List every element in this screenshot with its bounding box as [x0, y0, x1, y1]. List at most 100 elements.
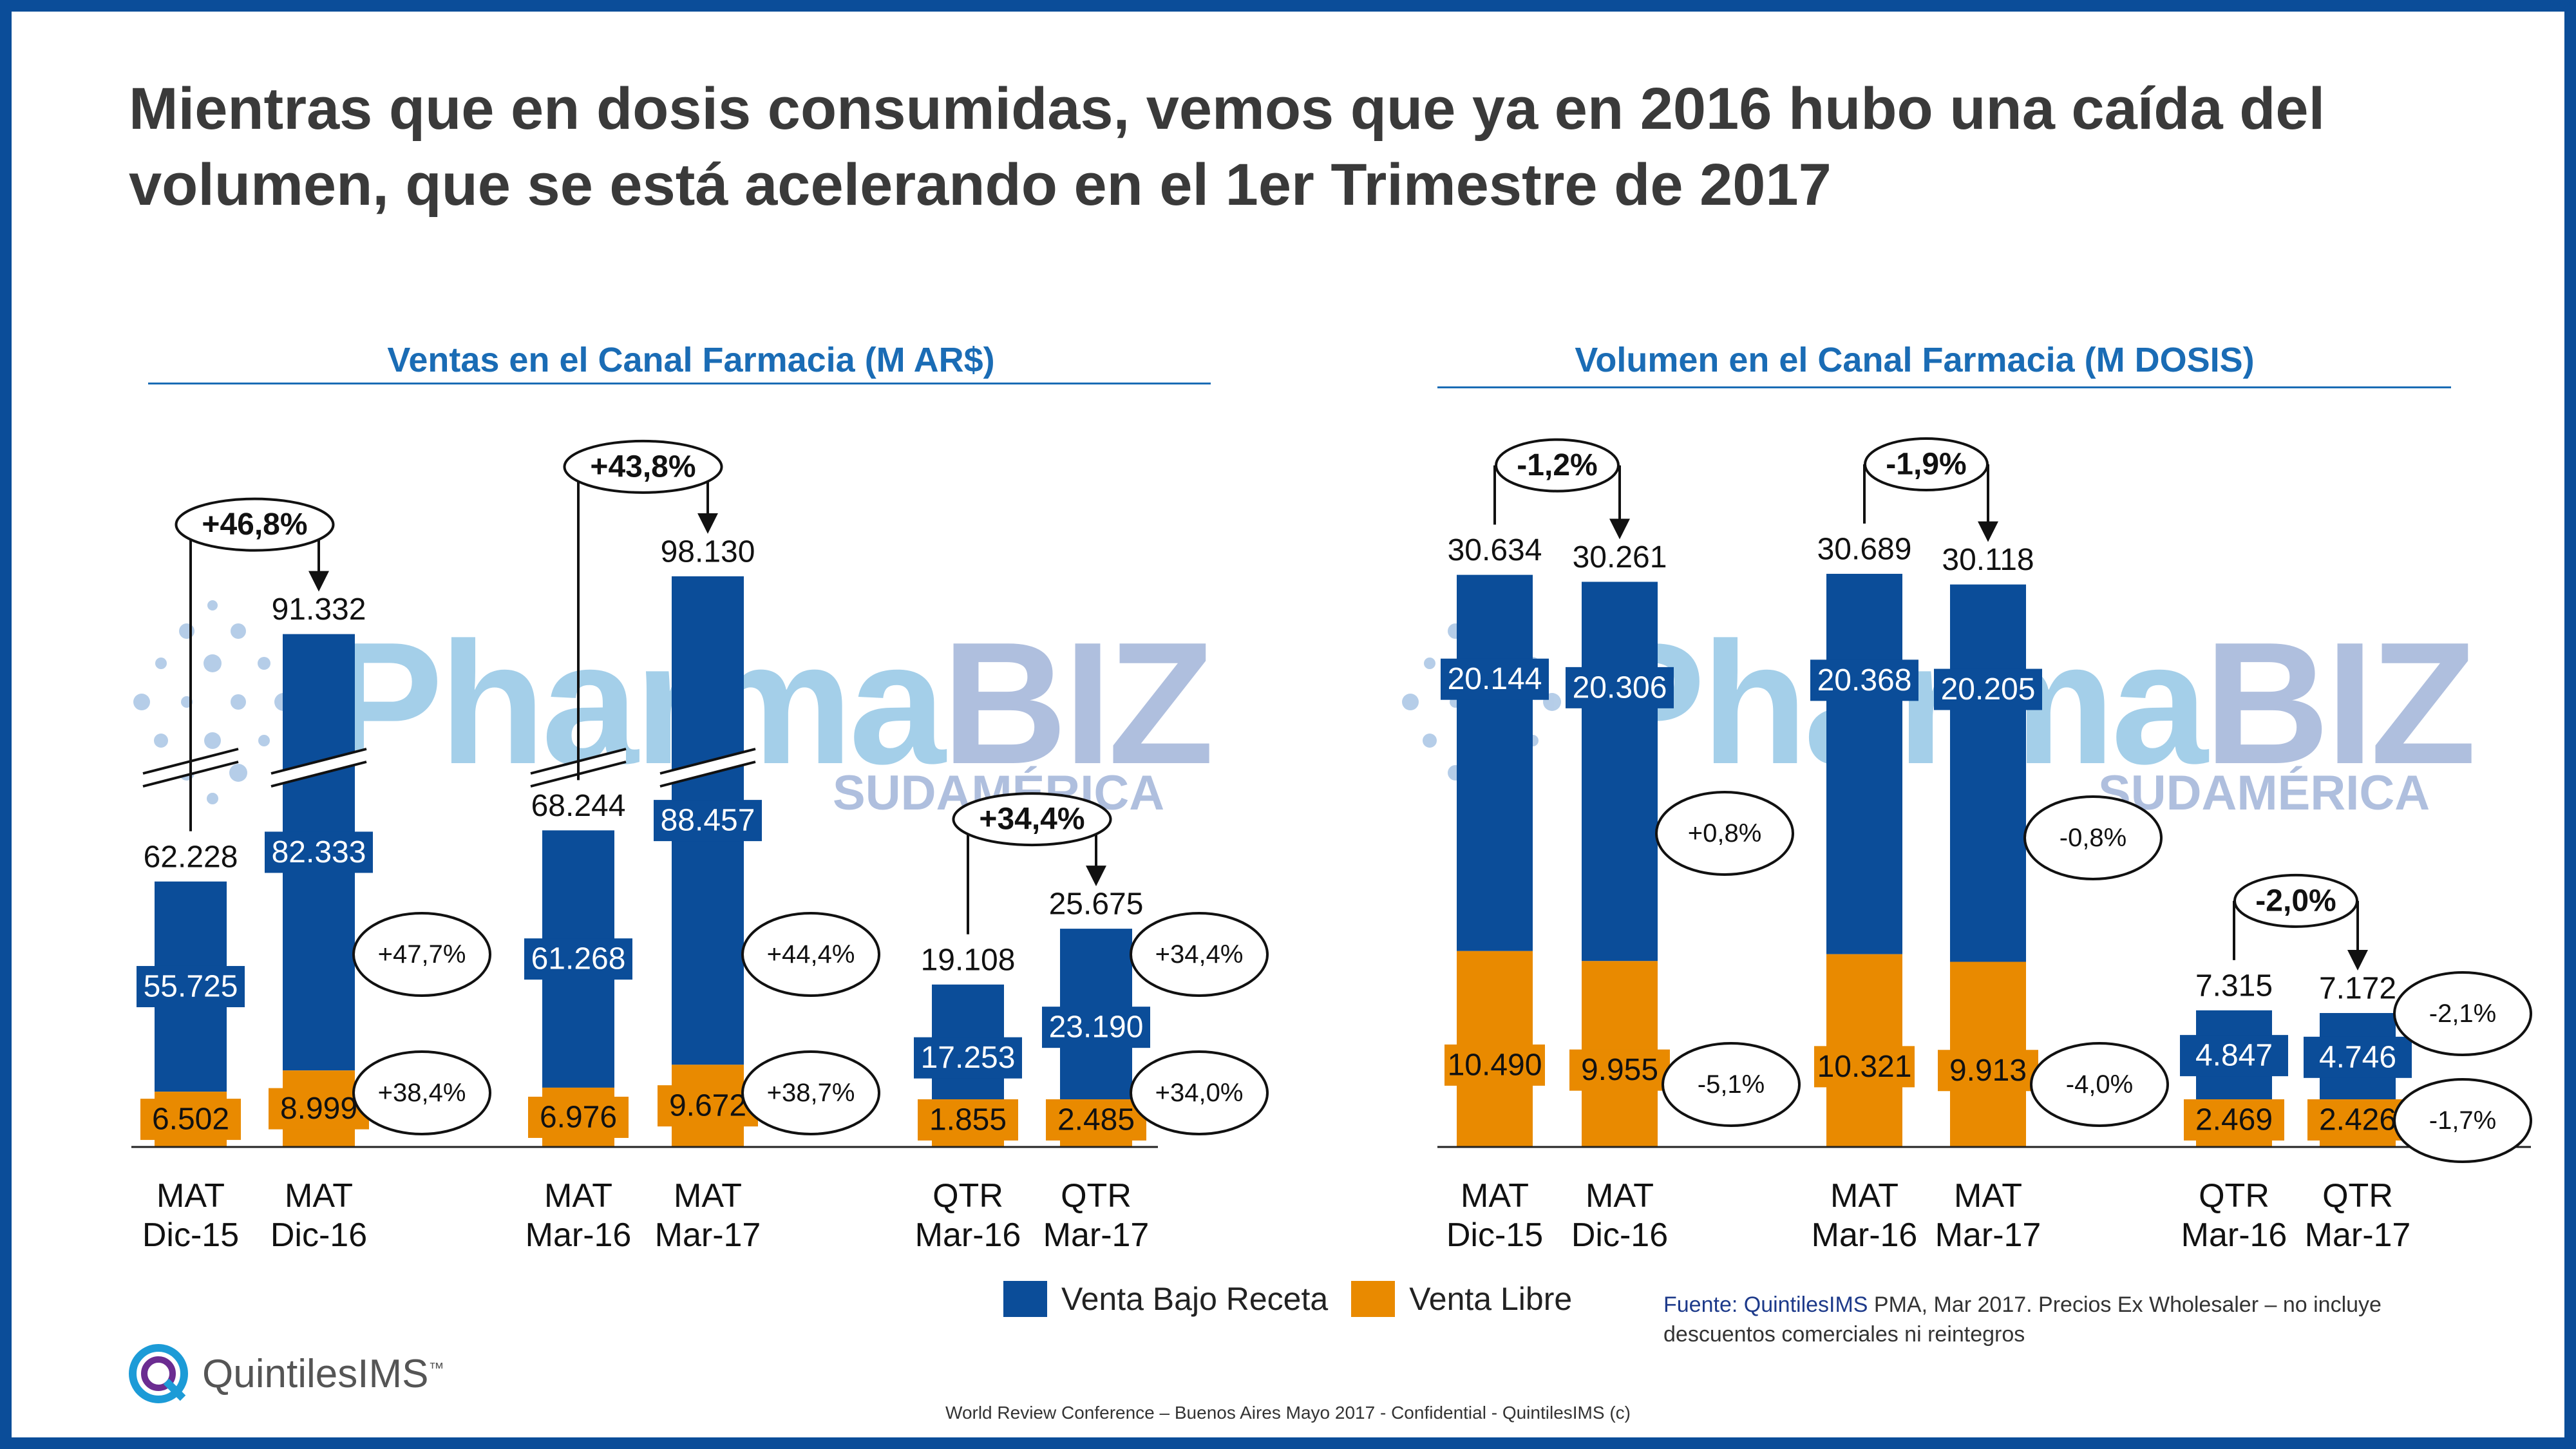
legend-label-receta: Venta Bajo Receta — [1061, 1281, 1329, 1317]
growth-total-label: +34,4% — [979, 802, 1084, 837]
growth-segment-ellipse — [2023, 795, 2163, 880]
legend-label-libre: Venta Libre — [1409, 1281, 1573, 1317]
growth-total-ellipse — [2233, 873, 2358, 928]
growth-total-label: -2,0% — [2255, 884, 2336, 918]
category-label: Mar-17 — [1043, 1217, 1150, 1254]
category-label: MAT — [544, 1177, 612, 1215]
growth-segment-label: +38,4% — [378, 1079, 466, 1107]
growth-segment-label: -5,1% — [1698, 1070, 1765, 1099]
segment-label-bg — [137, 965, 245, 1007]
segment-label-venta-bajo-receta: 88.457 — [661, 804, 755, 838]
legend: Venta Bajo Receta Venta Libre — [1003, 1280, 1572, 1318]
segment-label-bg — [2184, 1099, 2284, 1141]
category-label: Mar-17 — [2305, 1217, 2411, 1254]
bar-total-label: 91.332 — [272, 592, 366, 627]
growth-total-ellipse — [563, 439, 723, 494]
segment-label-bg — [918, 1099, 1018, 1141]
chart-title-underline — [148, 383, 1211, 384]
segment-label-venta-libre: 10.490 — [1448, 1048, 1542, 1082]
growth-segment-label: +34,4% — [1155, 940, 1244, 969]
category-label: Mar-16 — [526, 1217, 632, 1254]
segment-label-venta-bajo-receta: 4.746 — [2319, 1040, 2396, 1074]
axis-break-line — [659, 761, 756, 788]
segment-label-venta-bajo-receta: 61.268 — [531, 942, 626, 976]
segment-label-venta-bajo-receta: 20.368 — [1817, 663, 1912, 697]
bar-segment-venta-bajo-receta — [1826, 574, 1902, 954]
bar-total-label: 30.689 — [1817, 533, 1912, 567]
segment-label-venta-libre: 1.855 — [929, 1103, 1007, 1137]
category-label: Dic-15 — [1446, 1217, 1543, 1254]
category-label: QTR — [2322, 1177, 2393, 1215]
segment-label-bg — [528, 1096, 629, 1138]
growth-segment-ellipse — [352, 912, 491, 997]
chart-title-underline — [1437, 386, 2451, 388]
growth-total-ellipse — [175, 497, 335, 552]
quintilesims-logo-icon — [129, 1344, 188, 1403]
bar-total-label: 62.228 — [144, 840, 238, 874]
bar-total-label: 30.634 — [1448, 533, 1542, 567]
chart-1 — [1437, 437, 2532, 1163]
growth-total-label: +43,8% — [590, 450, 696, 484]
category-label: QTR — [933, 1177, 1003, 1215]
watermark-dot — [231, 694, 246, 710]
segment-label-bg — [654, 800, 762, 842]
watermark-dot — [204, 732, 221, 749]
bar-total-label: 30.261 — [1573, 540, 1667, 574]
growth-segment-ellipse — [1655, 791, 1794, 876]
bar-total-label: 7.172 — [2319, 972, 2396, 1006]
segment-label-bg — [1566, 667, 1674, 708]
growth-segment-label: +47,7% — [378, 940, 466, 969]
segment-label-venta-libre: 8.999 — [280, 1092, 357, 1126]
growth-segment-ellipse — [1130, 1050, 1269, 1135]
growth-segment-label: +0,8% — [1688, 819, 1762, 848]
category-label: MAT — [1830, 1177, 1899, 1215]
growth-segment-label: +34,0% — [1155, 1079, 1244, 1107]
category-label: MAT — [1461, 1177, 1529, 1215]
segment-label-bg — [1814, 1046, 1915, 1088]
bar-segment-venta-bajo-receta — [1582, 582, 1658, 961]
category-label: Dic-15 — [142, 1217, 239, 1254]
growth-total-label: +46,8% — [202, 507, 307, 542]
growth-total-ellipse — [952, 792, 1112, 847]
segment-label-venta-bajo-receta: 55.725 — [144, 969, 238, 1003]
growth-segment-ellipse — [741, 1050, 880, 1135]
category-label: Mar-16 — [2181, 1217, 2287, 1254]
bar-total-label: 19.108 — [921, 943, 1016, 977]
axis-break-mark — [660, 749, 755, 786]
category-label: MAT — [674, 1177, 742, 1215]
axis-break-line — [270, 761, 367, 788]
chart-title-volumen: Volumen en el Canal Farmacia (M DOSIS) — [1575, 341, 2255, 379]
watermark-dot — [1402, 694, 1419, 710]
segment-label-venta-libre: 2.426 — [2319, 1103, 2396, 1137]
chart-0 — [131, 439, 1269, 1148]
growth-total-ellipse — [1495, 438, 1620, 493]
category-label: Dic-16 — [1571, 1217, 1668, 1254]
segment-label-venta-bajo-receta: 82.333 — [272, 835, 366, 869]
segment-label-bg — [1569, 1049, 1670, 1091]
watermark-dot — [154, 734, 168, 748]
segment-label-bg — [269, 1088, 369, 1130]
watermark-dot — [133, 694, 150, 710]
segment-label-bg — [914, 1037, 1022, 1079]
bar-total-label: 98.130 — [661, 535, 755, 569]
growth-segment-label: -2,1% — [2429, 999, 2497, 1028]
growth-segment-ellipse — [1662, 1042, 1801, 1127]
axis-break-line — [270, 748, 367, 775]
category-label: MAT — [285, 1177, 353, 1215]
segment-label-bg — [140, 1099, 241, 1141]
segment-label-venta-libre: 2.485 — [1057, 1103, 1135, 1137]
watermark-dot — [258, 657, 270, 670]
source-note: Fuente: QuintilesIMS PMA, Mar 2017. Prec… — [1663, 1290, 2436, 1349]
segment-label-venta-bajo-receta: 20.144 — [1448, 662, 1542, 696]
watermark-dot — [179, 623, 194, 639]
watermark-dot — [1424, 658, 1435, 669]
logo-text: QuintilesIMS™ — [202, 1351, 444, 1396]
growth-segment-label: -4,0% — [2066, 1070, 2134, 1099]
segment-label-venta-libre: 2.469 — [2195, 1103, 2273, 1137]
segment-label-venta-bajo-receta: 23.190 — [1049, 1010, 1144, 1045]
segment-label-venta-libre: 6.976 — [540, 1100, 617, 1134]
growth-segment-label: +38,7% — [767, 1079, 855, 1107]
growth-segment-ellipse — [2393, 971, 2532, 1056]
